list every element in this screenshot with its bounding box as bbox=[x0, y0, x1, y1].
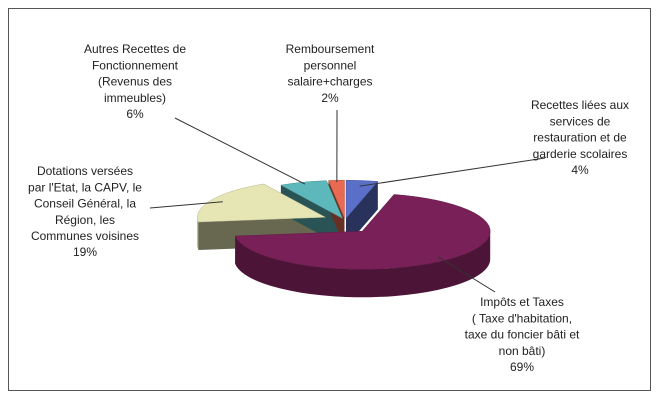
value-label: 6% bbox=[126, 107, 144, 121]
leader-line bbox=[359, 157, 546, 187]
slice-label: salaire+charges bbox=[287, 75, 372, 89]
value-label: 19% bbox=[73, 245, 97, 259]
slice-label: Conseil Général, la bbox=[34, 197, 136, 211]
slice-label: garderie scolaires bbox=[533, 147, 628, 161]
value-label: 69% bbox=[510, 360, 534, 374]
slice-side bbox=[197, 217, 199, 251]
slice-label: Impôts et Taxes bbox=[480, 295, 564, 309]
slice-label: Fonctionnement bbox=[92, 58, 179, 72]
leader-line bbox=[149, 201, 223, 209]
slice bbox=[345, 179, 379, 219]
leader-line bbox=[438, 256, 496, 293]
slice-label: Autres Recettes de bbox=[84, 42, 186, 56]
slice-label: restauration et de bbox=[533, 131, 627, 145]
leader-line bbox=[174, 117, 306, 185]
slice-label: Dotations versées bbox=[37, 164, 133, 178]
slice-cut-face bbox=[346, 181, 378, 247]
slice-label: Région, les bbox=[55, 213, 115, 227]
slice-label: par l'Etat, la CAPV, le bbox=[28, 180, 142, 194]
slice-label: Communes voisines bbox=[31, 229, 139, 243]
slice-side bbox=[235, 231, 491, 298]
slice bbox=[280, 180, 344, 219]
slice bbox=[234, 194, 491, 270]
slice-label: immeubles) bbox=[104, 91, 166, 105]
slice-label: (Revenus des bbox=[98, 75, 172, 89]
slice-label: Recettes liées aux bbox=[531, 98, 629, 112]
slice-label: services de bbox=[550, 114, 611, 128]
slice bbox=[197, 183, 327, 223]
slice-label: ( Taxe d'habitation, bbox=[472, 311, 572, 325]
slice-label: taxe du foncier bâti et bbox=[465, 328, 580, 342]
slice-label: non bâti) bbox=[499, 344, 546, 358]
slice-label: Remboursement bbox=[286, 42, 375, 56]
slice-label: personnel bbox=[304, 58, 357, 72]
value-label: 4% bbox=[571, 163, 589, 177]
value-label: 2% bbox=[321, 91, 339, 105]
